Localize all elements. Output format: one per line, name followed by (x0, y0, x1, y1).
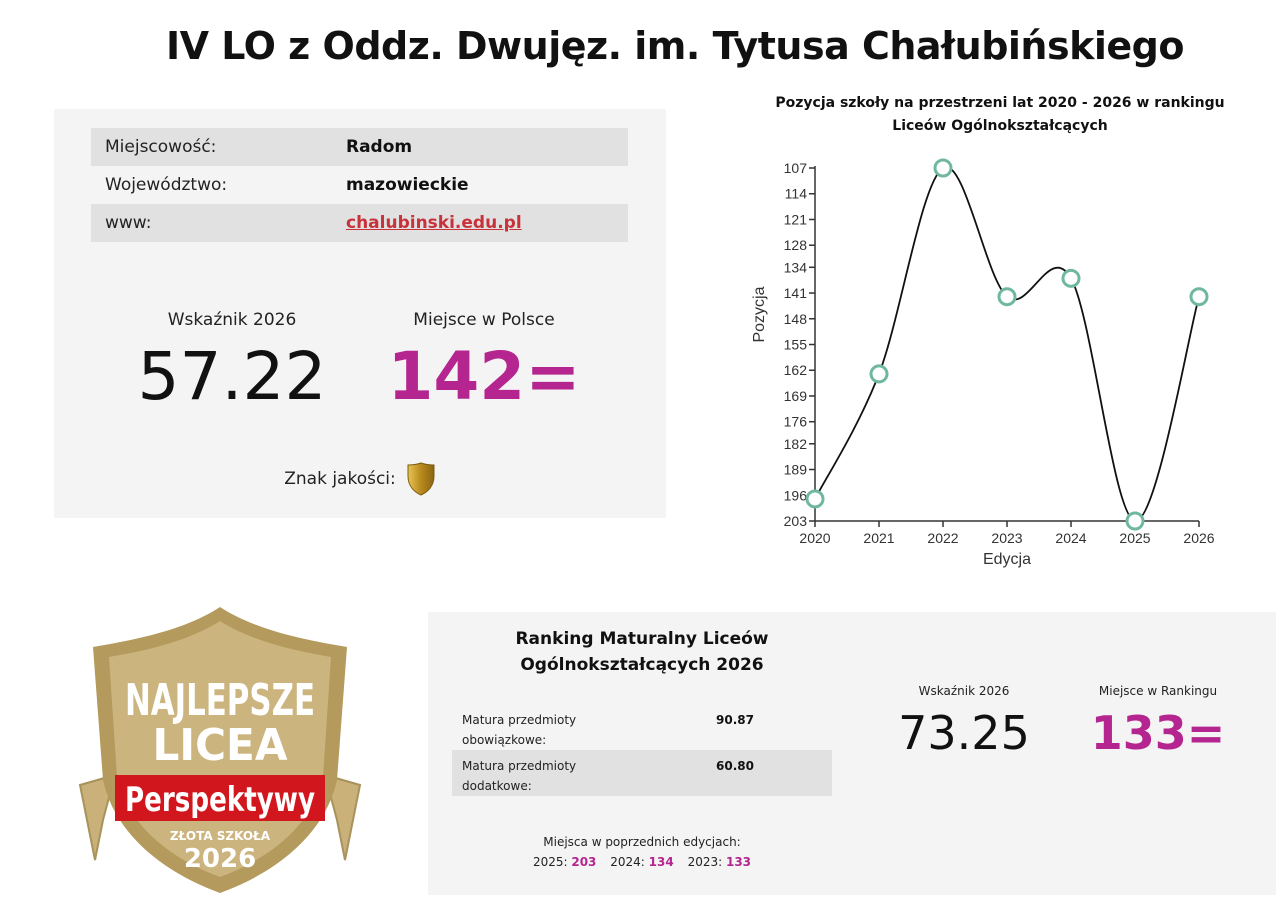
badge-sub: ZŁOTA SZKOŁA (170, 829, 271, 843)
indicator-label: Wskaźnik 2026 (167, 310, 297, 330)
y-tick-label: 148 (784, 311, 808, 327)
y-tick-label: 121 (784, 211, 808, 227)
y-axis-label: Pozycja (751, 286, 768, 342)
prev-year: 2024: (610, 855, 645, 869)
y-tick-label: 141 (784, 285, 808, 301)
ranking-row-additional: Matura przedmioty dodatkowe: 60.80 (452, 750, 832, 796)
x-tick-label: 2024 (1055, 530, 1086, 546)
position-line-chart: 107 114 121 128 134 141 148 155 162 169 176 182 189 1… (751, 158, 1215, 568)
ranking-place-label: Miejsce w Rankingu (1098, 684, 1218, 698)
previous-editions: Miejsca w poprzednich edycjach: 2025: 20… (452, 832, 832, 872)
www-label: www: (105, 213, 152, 233)
additional-label: Matura przedmioty dodatkowe: (462, 756, 716, 793)
prev-year: 2023: (687, 855, 723, 869)
y-tick-label: 128 (784, 237, 808, 253)
y-tick-label: 196 (784, 487, 808, 503)
ranking-title-line1: Ranking Maturalny Liceów (515, 629, 769, 649)
website-link[interactable]: chalubinski.edu.pl (346, 213, 522, 233)
ranking-title: Ranking Maturalny Liceów Ogólnokształcąc… (468, 626, 816, 678)
additional-label-line1: Matura przedmioty (462, 759, 577, 773)
prev-2023: 2023: 133 (688, 855, 751, 869)
info-row-city: Miejscowość: Radom (91, 128, 628, 166)
page-title: IV LO z Oddz. Dwujęz. im. Tytusa Chałubi… (166, 24, 1184, 68)
y-tick-label: 114 (785, 186, 808, 202)
ranking-place-value: 133= (1090, 706, 1226, 760)
ranking-indicator-value: 73.25 (898, 706, 1030, 760)
additional-value: 60.80 (716, 759, 754, 773)
gold-shield-icon (407, 462, 435, 496)
data-point-marker[interactable] (1061, 268, 1081, 288)
data-point-marker[interactable] (933, 158, 953, 178)
y-tick-label: 203 (784, 513, 808, 529)
ranking-indicator-label: Wskaźnik 2026 (918, 684, 1010, 698)
ranking-table: Matura przedmioty obowiązkowe: 90.87 Mat… (452, 704, 832, 796)
data-point-marker[interactable] (1189, 287, 1209, 307)
mandatory-label-line2: obowiązkowe: (462, 733, 547, 747)
data-point-marker[interactable] (805, 489, 825, 509)
x-tick-label: 2026 (1183, 530, 1214, 546)
x-axis-label: Edycja (983, 551, 1031, 568)
y-tick-label: 162 (784, 362, 808, 378)
ranking-card: Ranking Maturalny Liceów Ogólnokształcąc… (428, 612, 1276, 895)
data-point-marker[interactable] (869, 364, 889, 384)
prev-2025: 2025: 203 (533, 855, 596, 869)
badge-brand: Perspektywy (125, 780, 315, 820)
ranking-place-block: Miejsce w Rankingu 133= (1068, 684, 1248, 756)
perspektywy-badge: NAJLEPSZE LICEA Perspektywy ZŁOTA SZKOŁA… (78, 607, 362, 893)
school-info-card: Miejscowość: Radom Województwo: mazowiec… (54, 109, 666, 518)
x-tick-label: 2023 (991, 530, 1022, 546)
previous-editions-label: Miejsca w poprzednich edycjach: (543, 835, 741, 849)
y-tick-label: 182 (784, 436, 808, 452)
x-tick-label: 2020 (799, 530, 830, 546)
ranking-title-line2: Ogólnokształcących 2026 (520, 655, 764, 675)
data-point-marker[interactable] (1125, 511, 1145, 531)
y-tick-label: 134 (784, 259, 808, 275)
info-row-voivodeship: Województwo: mazowieckie (91, 166, 628, 204)
quality-mark: Znak jakości: (54, 461, 666, 497)
y-tick-label: 155 (784, 337, 808, 353)
rank-value: 142= (387, 338, 581, 415)
chart-title-line2: Liceów Ogólnokształcących (892, 118, 1108, 134)
indicator-block: Wskaźnik 2026 57.22 (132, 310, 332, 410)
position-line (814, 166, 1200, 522)
mandatory-label: Matura przedmioty obowiązkowe: (462, 710, 716, 747)
indicator-value: 57.22 (137, 338, 327, 415)
additional-label-line2: dodatkowe: (462, 779, 532, 793)
badge-line1: NAJLEPSZE (125, 675, 315, 726)
prev-year: 2025: (532, 855, 568, 869)
mandatory-value: 90.87 (716, 713, 754, 727)
x-tick-label: 2025 (1119, 530, 1150, 546)
info-row-www: www: chalubinski.edu.pl (91, 204, 628, 242)
chart-title-line1: Pozycja szkoły na przestrzeni lat 2020 -… (775, 95, 1225, 111)
quality-label: Znak jakości: (284, 469, 396, 489)
y-tick-label: 169 (784, 388, 808, 404)
chart-title: Pozycja szkoły na przestrzeni lat 2020 -… (740, 92, 1260, 138)
data-point-marker[interactable] (997, 287, 1017, 307)
prev-2024: 2024: 134 (610, 855, 673, 869)
y-tick-label: 189 (784, 462, 808, 478)
prev-place: 134 (648, 855, 674, 869)
school-info-table: Miejscowość: Radom Województwo: mazowiec… (91, 128, 628, 242)
x-tick-label: 2022 (927, 530, 958, 546)
rank-block: Miejsce w Polsce 142= (374, 310, 594, 410)
rank-label: Miejsce w Polsce (413, 310, 555, 330)
city-value: Radom (346, 137, 413, 157)
prev-place: 203 (571, 855, 597, 869)
mandatory-label-line1: Matura przedmioty (462, 713, 577, 727)
ranking-row-mandatory: Matura przedmioty obowiązkowe: 90.87 (452, 704, 832, 750)
y-tick-label: 107 (784, 160, 808, 176)
voivodeship-label: Województwo: (105, 175, 228, 195)
prev-place: 133 (725, 855, 752, 869)
badge-line2: LICEA (153, 720, 288, 771)
previous-editions-list: 2025: 203 2024: 134 2023: 133 (452, 852, 832, 872)
x-tick-label: 2021 (863, 530, 894, 546)
ranking-indicator-block: Wskaźnik 2026 73.25 (878, 684, 1050, 756)
badge-year: 2026 (184, 844, 256, 874)
y-tick-label: 176 (784, 414, 808, 430)
voivodeship-value: mazowieckie (346, 175, 469, 195)
city-label: Miejscowość: (105, 137, 217, 157)
